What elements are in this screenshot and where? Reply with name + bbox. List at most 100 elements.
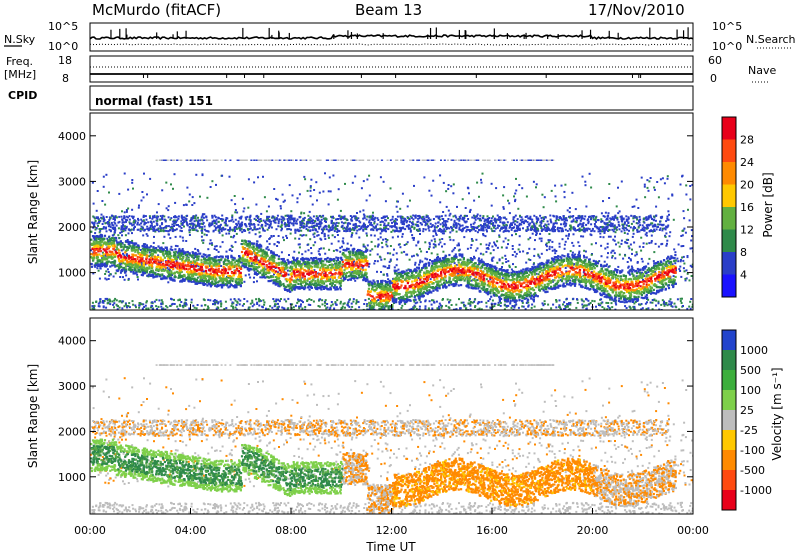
power-cell xyxy=(511,234,513,236)
power-cell xyxy=(327,235,329,237)
power-cell xyxy=(567,238,569,240)
power-cell xyxy=(124,211,126,213)
power-cell xyxy=(132,188,134,190)
power-cell xyxy=(289,184,291,186)
power-cell xyxy=(104,204,106,206)
power-cell xyxy=(132,304,134,306)
power-cell xyxy=(690,240,692,242)
power-cell xyxy=(619,246,621,248)
power-cell xyxy=(218,268,220,270)
beam-title: Beam 13 xyxy=(355,1,422,19)
power-cell xyxy=(496,262,498,264)
power-cell xyxy=(279,269,281,271)
power-cell xyxy=(353,298,355,300)
power-cell xyxy=(660,178,662,180)
power-cell xyxy=(238,270,240,272)
power-cell xyxy=(197,249,199,251)
power-cell xyxy=(683,228,685,230)
power-cell xyxy=(214,302,216,304)
power-cell xyxy=(257,176,259,178)
power-cell xyxy=(234,211,236,213)
power-cell xyxy=(518,307,520,309)
power-cell xyxy=(256,303,258,305)
power-cell xyxy=(174,173,176,175)
power-cell xyxy=(448,306,450,308)
power-cell xyxy=(486,244,488,246)
power-cell xyxy=(204,304,206,306)
power-cell xyxy=(143,196,145,198)
power-cell xyxy=(373,263,375,265)
power-cell xyxy=(611,257,613,259)
power-cell xyxy=(515,233,517,235)
power-cell xyxy=(555,306,557,308)
power-cell xyxy=(626,307,628,309)
power-cell xyxy=(633,233,635,235)
power-cell xyxy=(248,274,250,276)
power-cell xyxy=(156,211,158,213)
power-cell xyxy=(515,190,517,192)
power-cell xyxy=(557,280,559,282)
power-cell xyxy=(344,273,346,275)
power-cell xyxy=(331,243,333,245)
power-cell xyxy=(632,236,634,238)
power-cell xyxy=(118,193,120,195)
power-cell xyxy=(486,306,488,308)
power-cell xyxy=(633,242,635,244)
power-cell xyxy=(111,264,113,266)
power-cell xyxy=(574,268,576,270)
power-cell xyxy=(119,300,121,302)
power-cell xyxy=(487,300,489,302)
power-cell xyxy=(211,242,213,244)
power-cell xyxy=(145,302,147,304)
power-cell xyxy=(396,252,398,254)
power-cell xyxy=(355,268,357,270)
power-cell xyxy=(175,251,177,253)
power-cell xyxy=(324,305,326,307)
power-cell xyxy=(142,308,144,310)
power-cell xyxy=(255,233,257,235)
power-cell xyxy=(525,262,527,264)
power-cell xyxy=(608,266,610,268)
power-cell xyxy=(259,231,261,233)
power-cell xyxy=(291,276,293,278)
power-cell xyxy=(214,299,216,301)
power-cell xyxy=(132,300,134,302)
power-cell xyxy=(366,179,368,181)
power-cell xyxy=(97,190,99,192)
power-cell xyxy=(637,207,639,209)
power-cell xyxy=(529,259,531,261)
power-cell xyxy=(374,285,376,287)
power-cell xyxy=(551,190,553,192)
power-cell xyxy=(386,245,388,247)
power-cell xyxy=(654,189,656,191)
power-cell xyxy=(392,254,394,256)
power-cell xyxy=(275,300,277,302)
power-cell xyxy=(439,201,441,203)
power-cell xyxy=(644,186,646,188)
power-cell xyxy=(442,211,444,213)
power-cell xyxy=(617,275,619,277)
power-cell xyxy=(209,243,211,245)
power-cell xyxy=(650,242,652,244)
power-cell xyxy=(686,269,688,271)
power-cell xyxy=(271,307,273,309)
power-cell xyxy=(512,305,514,307)
power-cell xyxy=(138,207,140,209)
power-cell xyxy=(131,182,133,184)
power-cell xyxy=(216,308,218,310)
power-cell xyxy=(249,306,251,308)
power-cell xyxy=(446,206,448,208)
power-cell xyxy=(100,298,102,300)
power-cell xyxy=(678,268,680,270)
power-cell xyxy=(617,212,619,214)
power-cell xyxy=(371,241,373,243)
power-cell xyxy=(615,304,617,306)
power-cell xyxy=(390,245,392,247)
power-cell xyxy=(491,205,493,207)
power-cell xyxy=(509,303,511,305)
power-cell xyxy=(475,239,477,241)
power-cell xyxy=(235,300,237,302)
power-cell xyxy=(554,252,556,254)
power-cell xyxy=(380,232,382,234)
power-cell xyxy=(667,175,669,177)
